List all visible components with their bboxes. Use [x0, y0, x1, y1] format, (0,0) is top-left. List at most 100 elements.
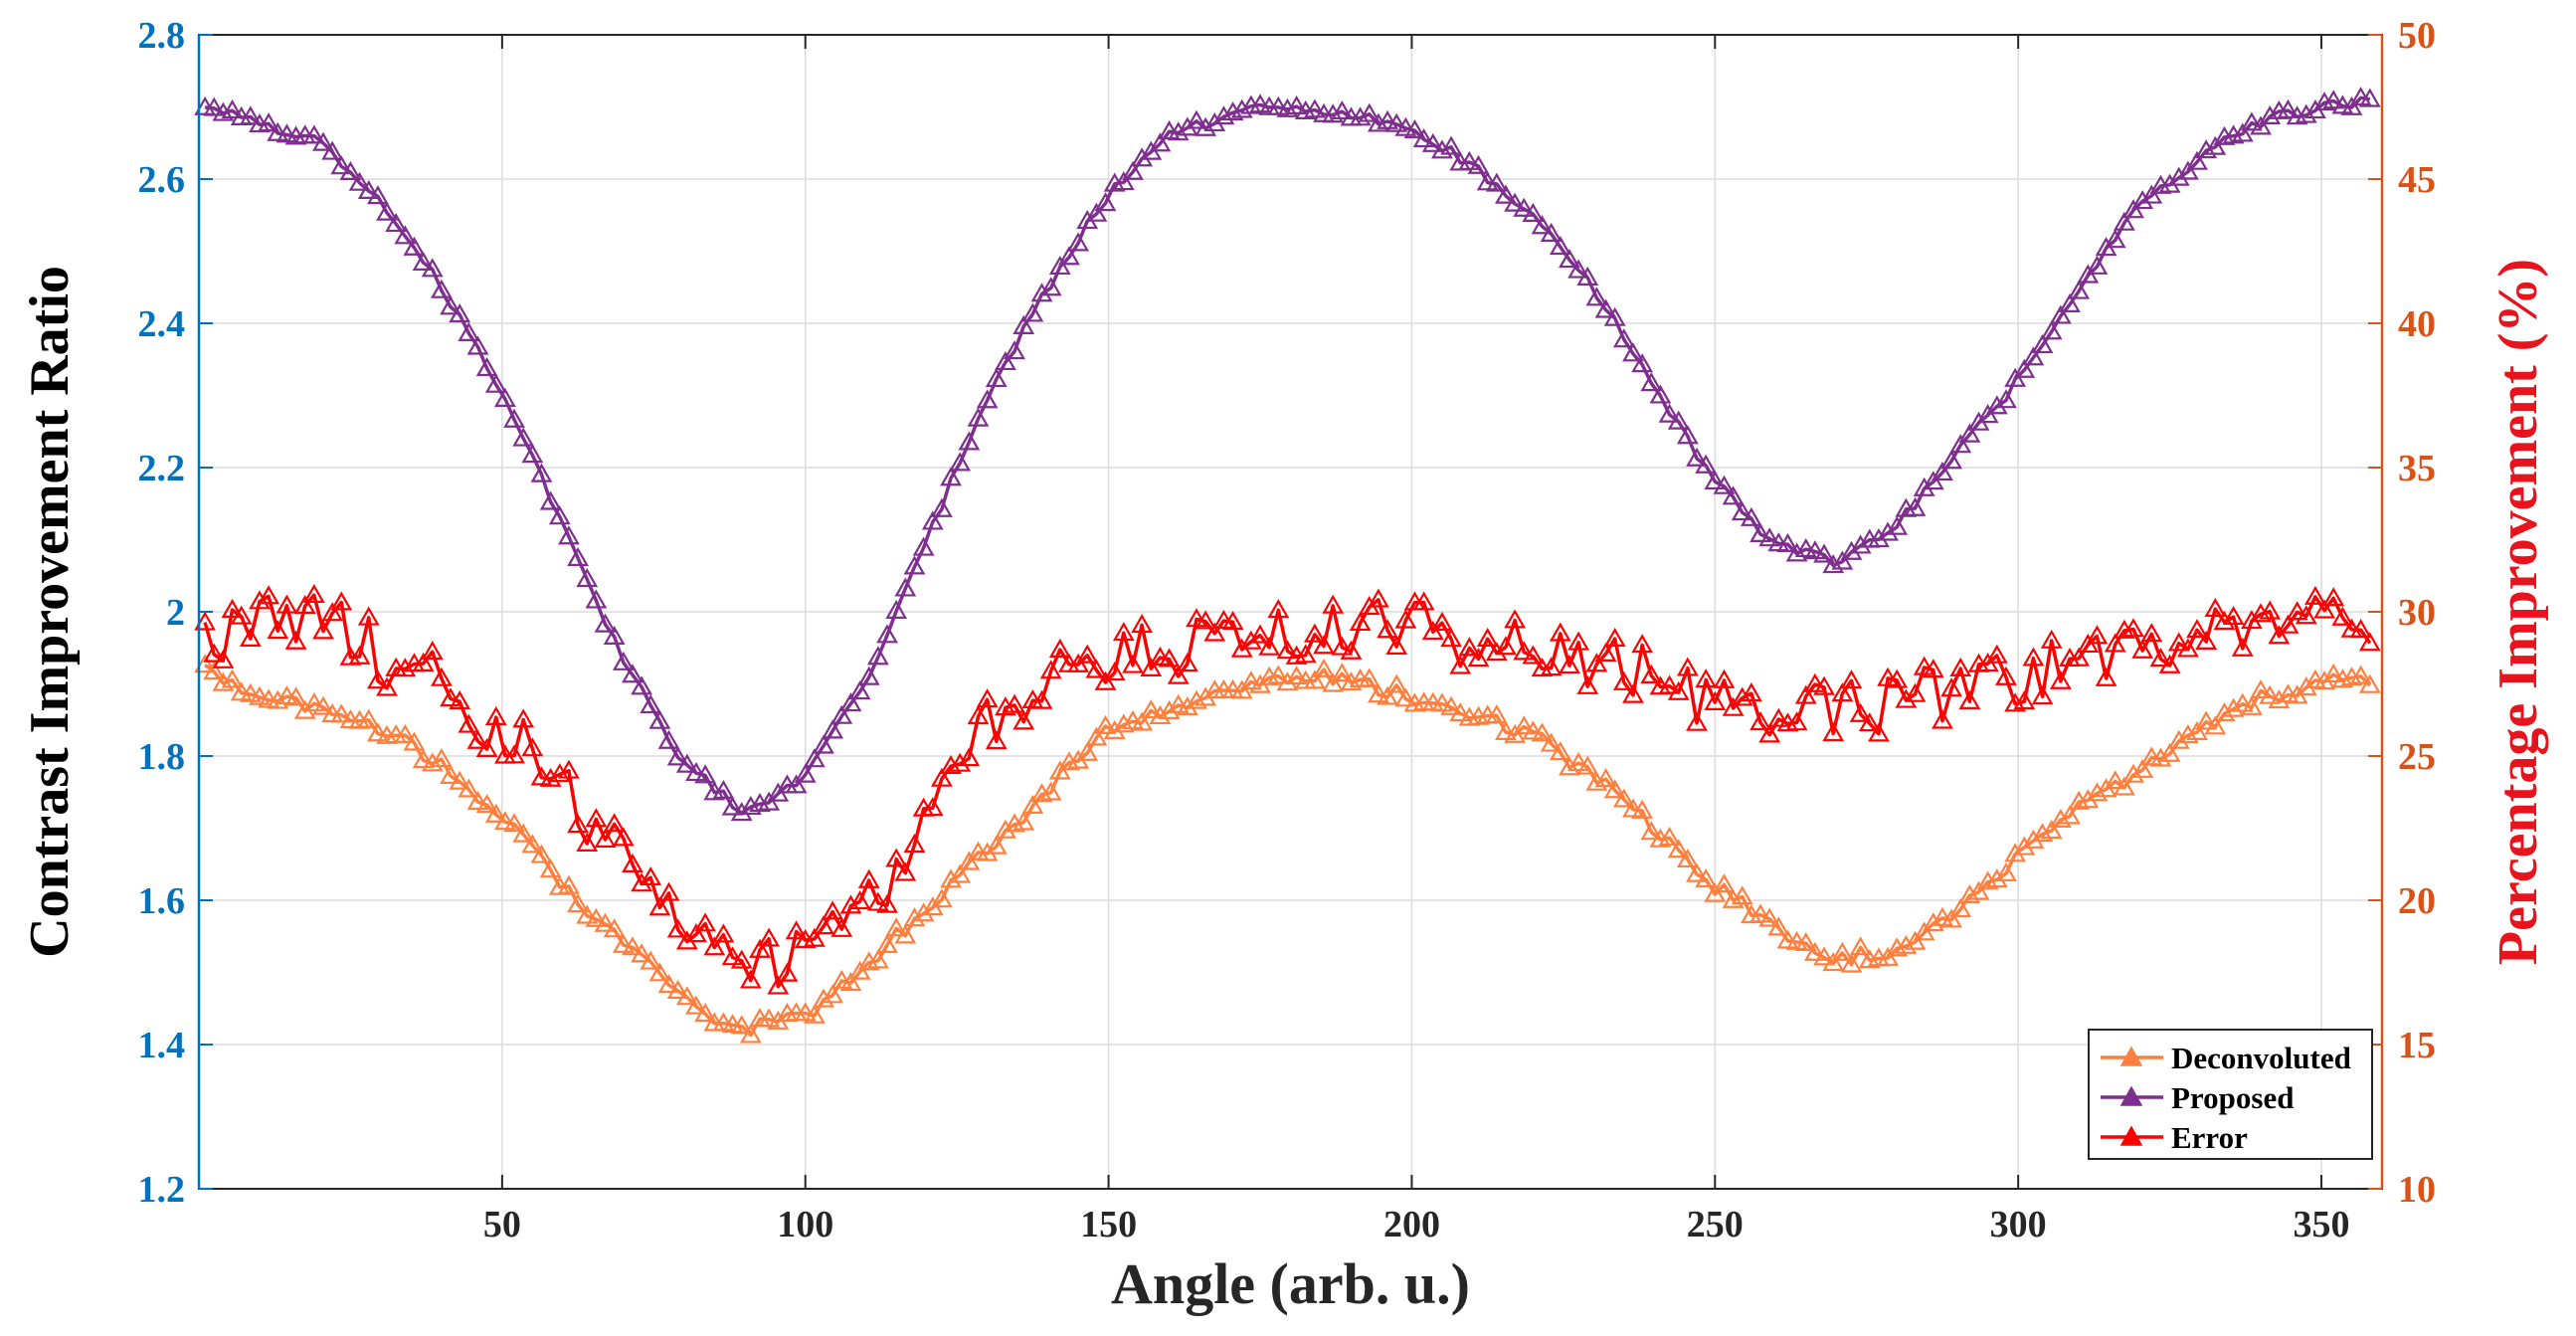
data-point: [1085, 726, 1108, 746]
data-point: [1559, 756, 1580, 776]
data-point: [2068, 647, 2091, 667]
x-tick-label: 350: [2294, 1204, 2350, 1245]
data-point: [1258, 636, 1281, 656]
data-point: [2204, 598, 2227, 618]
data-point: [2086, 782, 2109, 802]
data-point: [2131, 758, 2154, 778]
data-point: [1904, 930, 1927, 950]
data-point: [631, 675, 652, 695]
data-point: [512, 708, 535, 728]
data-point: [1676, 848, 1699, 868]
data-point: [1485, 704, 1508, 724]
data-point: [1858, 712, 1881, 732]
data-point: [1713, 668, 1736, 688]
data-point: [1612, 788, 1635, 808]
data-point: [1531, 215, 1554, 235]
data-point: [1785, 542, 1808, 562]
data-point: [612, 827, 635, 847]
data-point: [1904, 496, 1927, 516]
data-point: [594, 828, 617, 848]
data-point: [312, 695, 334, 715]
data-point: [203, 643, 226, 663]
data-point: [848, 680, 871, 700]
data-point: [194, 654, 216, 673]
data-point: [1540, 732, 1563, 752]
data-point: [2122, 763, 2144, 783]
data-point: [1377, 109, 1398, 129]
data-point: [1840, 669, 1863, 689]
data-point: [1676, 657, 1699, 676]
data-point: [1904, 682, 1927, 702]
data-point: [1631, 634, 1654, 654]
data-point: [830, 969, 853, 989]
data-point: [302, 691, 325, 712]
data-point: [712, 923, 735, 943]
data-point: [1686, 862, 1708, 882]
data-point: [484, 803, 507, 823]
data-point: [1804, 941, 1826, 961]
y-right-tick-label: 25: [2398, 736, 2436, 778]
data-point: [1576, 755, 1599, 775]
data-point: [194, 611, 216, 631]
data-point: [1485, 642, 1508, 662]
data-point: [2241, 695, 2263, 715]
data-point: [1186, 689, 1207, 709]
data-point: [421, 258, 444, 278]
data-point: [730, 1015, 753, 1035]
data-point: [1658, 403, 1681, 423]
data-point: [1039, 277, 1062, 296]
data-point: [921, 510, 944, 530]
data-point: [622, 664, 644, 683]
data-point: [1531, 722, 1554, 742]
data-point: [813, 734, 834, 754]
data-point: [1667, 410, 1690, 430]
data-point: [1631, 799, 1654, 819]
y-left-tick-label: 2.8: [138, 15, 186, 57]
data-point: [1285, 95, 1308, 114]
data-point: [558, 759, 580, 779]
data-point: [2049, 808, 2072, 828]
data-point: [585, 808, 608, 828]
data-point: [1704, 690, 1727, 710]
data-point: [1932, 461, 1953, 481]
data-point: [1749, 903, 1771, 923]
data-point: [284, 630, 307, 650]
data-point: [813, 988, 834, 1008]
data-point: [2086, 625, 2109, 645]
data-point: [2186, 720, 2208, 740]
data-point: [466, 335, 489, 355]
data-point: [1794, 931, 1817, 952]
data-point: [494, 387, 516, 407]
data-point: [1585, 653, 1608, 672]
data-point: [1767, 707, 1790, 727]
data-point: [1967, 880, 1990, 900]
data-point: [776, 962, 799, 982]
data-point: [2349, 619, 2372, 639]
data-point: [985, 367, 1008, 388]
data-point: [931, 767, 953, 787]
data-point: [2195, 710, 2218, 730]
data-point: [2213, 701, 2236, 722]
legend-swatch-marker: [2119, 1046, 2143, 1066]
data-point: [249, 685, 271, 705]
data-point: [1549, 622, 1571, 642]
data-point: [912, 536, 935, 556]
data-point: [276, 594, 298, 614]
data-point: [1585, 771, 1608, 791]
data-point: [739, 795, 762, 816]
data-point: [539, 859, 562, 878]
data-point: [548, 763, 571, 783]
data-point: [1176, 695, 1198, 716]
data-point: [1158, 648, 1181, 668]
x-tick-label: 300: [1990, 1204, 2047, 1245]
data-point: [1048, 760, 1071, 780]
x-axis-label: Angle (arb. u.): [1111, 1251, 1470, 1316]
data-point: [985, 835, 1008, 855]
data-point: [866, 646, 889, 666]
data-point: [1094, 714, 1117, 734]
data-point: [2241, 111, 2263, 131]
data-point: [1849, 936, 1872, 956]
data-point: [1877, 946, 1899, 966]
data-point: [521, 737, 544, 757]
data-point: [475, 737, 498, 757]
